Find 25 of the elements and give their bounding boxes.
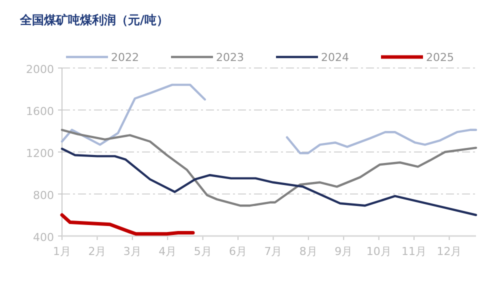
x-tick-label: 7月 <box>264 245 282 258</box>
chart-title: 全国煤矿吨煤利润（元/吨） <box>19 13 168 27</box>
x-tick-label: 3月 <box>123 245 142 258</box>
y-tick-label: 400 <box>33 231 54 244</box>
legend-label: 2022 <box>111 51 139 64</box>
y-tick-label: 800 <box>33 189 54 202</box>
x-tick-label: 4月 <box>158 245 177 258</box>
legend-label: 2025 <box>426 51 454 64</box>
x-tick-label: 10月 <box>366 245 392 258</box>
x-tick-label: 12月 <box>436 245 462 258</box>
y-tick-label: 1200 <box>26 147 54 160</box>
y-tick-label: 2000 <box>26 63 54 76</box>
legend-label: 2023 <box>216 51 244 64</box>
x-tick-label: 6月 <box>229 245 248 258</box>
legend-label: 2024 <box>321 51 349 64</box>
x-tick-label: 8月 <box>299 245 318 258</box>
x-tick-label: 11月 <box>402 245 427 258</box>
x-tick-label: 1月 <box>53 245 71 258</box>
x-tick-label: 5月 <box>194 245 212 258</box>
line-series <box>60 213 195 236</box>
x-tick-label: 9月 <box>334 245 353 258</box>
x-tick-label: 2月 <box>88 245 106 258</box>
y-tick-label: 1600 <box>26 105 54 118</box>
line-series <box>60 148 478 216</box>
line-series <box>60 128 478 207</box>
